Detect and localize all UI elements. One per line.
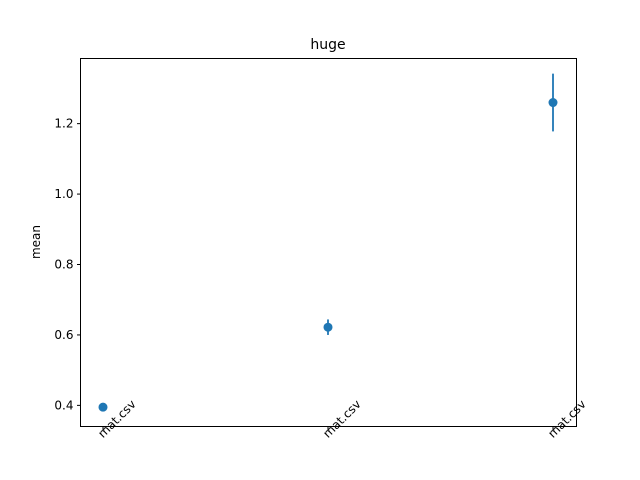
data-point	[98, 402, 108, 412]
data-point	[548, 98, 558, 108]
chart-title: huge	[310, 37, 345, 53]
y-tick-label: 1.2	[54, 117, 73, 131]
y-tick-label: 1.0	[54, 187, 73, 201]
y-tick-label: 0.4	[54, 398, 73, 412]
data-series	[98, 73, 558, 412]
y-tick-label: 0.6	[54, 328, 73, 342]
axes-frame	[80, 58, 577, 427]
data-point	[323, 322, 333, 332]
y-axis-label: mean	[29, 225, 43, 259]
y-axis: 0.4 0.6 0.8 1.0 1.2	[54, 117, 81, 412]
y-tick-label: 0.8	[54, 258, 73, 272]
